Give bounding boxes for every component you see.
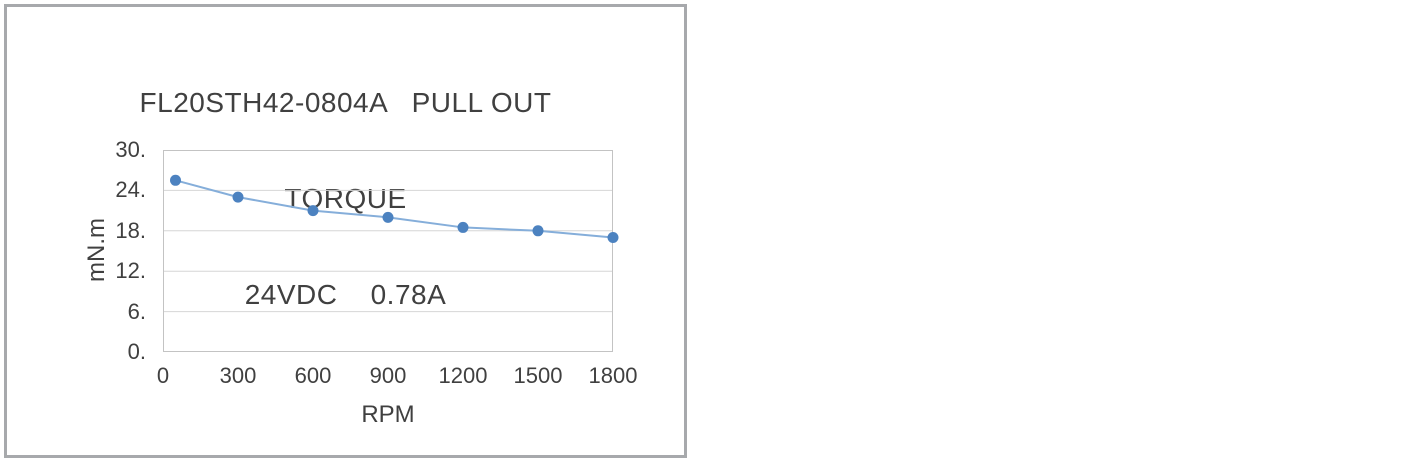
- data-point-marker: [170, 174, 181, 186]
- data-point-marker: [232, 191, 244, 203]
- data-point-marker: [382, 211, 394, 223]
- plot-area-border: [163, 150, 613, 352]
- x-tick-label: 600: [294, 363, 332, 388]
- data-point-marker: [307, 205, 319, 217]
- torque-line-plot: [163, 150, 619, 352]
- x-tick-label: 1800: [588, 363, 638, 388]
- y-tick-label: 12.: [115, 258, 146, 284]
- x-tick-label: 0: [156, 363, 170, 388]
- data-point-marker: [457, 221, 469, 233]
- y-axis-tick-labels: 30. 24. 18. 12. 6. 0.: [66, 139, 146, 363]
- x-tick-label: 300: [219, 363, 257, 388]
- x-tick-label: 900: [369, 363, 407, 388]
- y-tick-label: 0.: [127, 339, 146, 364]
- y-tick-label: 18.: [115, 217, 146, 243]
- data-point-marker: [607, 232, 619, 244]
- chart-title-line-3: 24VDC 0.78A: [244, 279, 447, 310]
- x-axis-tick-labels: 0 300 600 900 1200 1500 1800: [157, 363, 638, 390]
- x-tick-label: 1200: [438, 363, 488, 388]
- x-tick-label: 1500: [513, 363, 563, 388]
- data-point-marker: [532, 225, 544, 237]
- x-axis-title: RPM: [361, 401, 415, 428]
- y-tick-label: 24.: [115, 177, 146, 203]
- chart-title: FL20STH42-0804A PULL OUT TORQUE 24VDC 0.…: [7, 23, 684, 375]
- torque-chart-frame: FL20STH42-0804A PULL OUT TORQUE 24VDC 0.…: [4, 4, 687, 458]
- y-tick-label: 6.: [127, 298, 146, 324]
- torque-series-line: [174, 179, 614, 239]
- y-tick-label: 30.: [115, 137, 146, 162]
- chart-title-line-1: FL20STH42-0804A PULL OUT: [139, 87, 552, 118]
